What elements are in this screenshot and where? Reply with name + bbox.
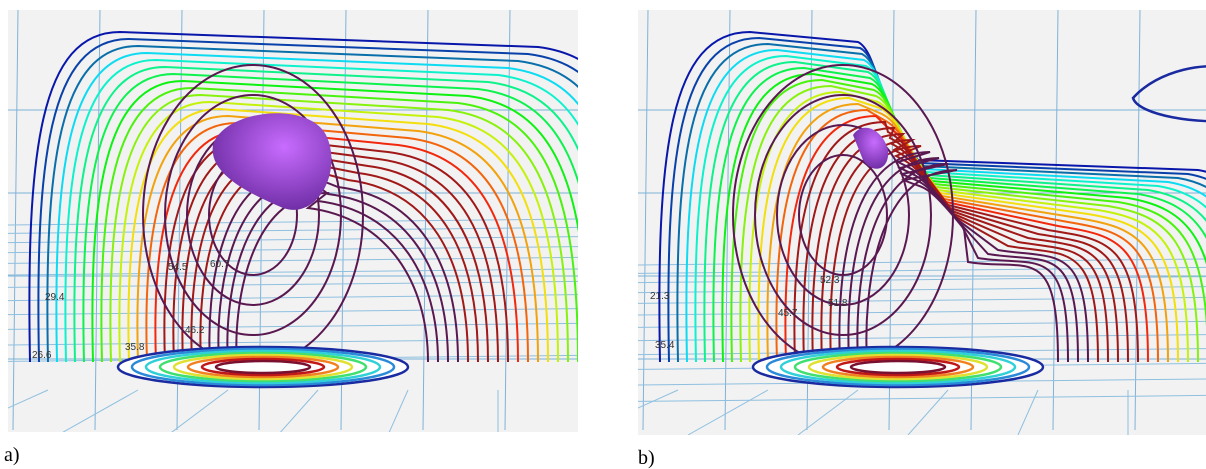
contour-ring bbox=[144, 349, 382, 385]
contour-line bbox=[856, 163, 1069, 363]
contour-ring bbox=[849, 359, 947, 375]
contour-label: 29.4 bbox=[45, 292, 65, 303]
contour-line bbox=[64, 58, 578, 363]
grid-line bbox=[8, 226, 578, 234]
contour-ring bbox=[158, 351, 368, 383]
iso-surface bbox=[212, 113, 332, 210]
panel-label: b) bbox=[638, 447, 655, 469]
contour-line bbox=[730, 78, 1206, 363]
contour-ring bbox=[172, 353, 354, 381]
contour-label: 35.8 bbox=[125, 342, 145, 353]
contour-line bbox=[775, 108, 1159, 363]
grid-line bbox=[687, 389, 769, 435]
grid-line bbox=[638, 320, 1206, 328]
grid-line bbox=[171, 389, 229, 432]
contour-ring bbox=[214, 359, 312, 375]
contour-ring bbox=[835, 357, 961, 377]
contour-loop bbox=[1131, 65, 1206, 123]
contour-ring bbox=[765, 347, 1031, 387]
grid-line bbox=[638, 334, 1206, 342]
contour-line bbox=[28, 30, 578, 363]
contour-line bbox=[766, 102, 1169, 363]
contour-ring bbox=[821, 355, 975, 379]
contour-ring bbox=[793, 351, 1003, 383]
grid-line bbox=[12, 10, 19, 431]
contour-line bbox=[73, 65, 578, 363]
contour-line bbox=[136, 114, 539, 363]
contour-label: 21.3 bbox=[650, 291, 670, 302]
grid-line bbox=[62, 389, 139, 432]
grid-line bbox=[279, 389, 319, 432]
contour-label: 46.2 bbox=[185, 325, 205, 336]
contour-ring bbox=[130, 347, 396, 387]
contour-line bbox=[82, 72, 578, 363]
grid-line bbox=[8, 280, 578, 288]
contour-loop bbox=[164, 94, 342, 336]
grid-line bbox=[8, 389, 49, 409]
panel-a bbox=[8, 10, 608, 435]
grid-line bbox=[797, 389, 859, 435]
grid-line bbox=[638, 308, 1206, 316]
grid-line bbox=[388, 389, 409, 432]
contour-label: 26.6 bbox=[32, 350, 52, 361]
contour-label: 51.8 bbox=[828, 298, 848, 309]
contour-label: 35.4 bbox=[655, 340, 675, 351]
contour-loop bbox=[754, 94, 932, 336]
grid-line bbox=[724, 10, 731, 431]
grid-line bbox=[638, 389, 679, 409]
grid-line bbox=[638, 394, 1206, 402]
panel-b bbox=[638, 10, 1206, 435]
contour-label: 54.5 bbox=[168, 262, 188, 273]
contour-label: 60.7 bbox=[210, 259, 230, 270]
grid-line bbox=[638, 286, 1206, 294]
contour-line bbox=[820, 138, 1109, 363]
grid-line bbox=[8, 322, 578, 330]
grid-line bbox=[642, 10, 649, 431]
contour-line bbox=[802, 126, 1129, 363]
grid-line bbox=[638, 276, 1206, 284]
contour-line bbox=[784, 114, 1149, 363]
contour-line bbox=[757, 96, 1179, 363]
contour-line bbox=[100, 86, 578, 363]
grid-line bbox=[8, 308, 578, 316]
contour-loop bbox=[798, 154, 888, 276]
contour-line bbox=[91, 79, 578, 363]
grid-line bbox=[587, 10, 592, 430]
contour-label: 52.3 bbox=[820, 275, 840, 286]
contour-line bbox=[37, 37, 578, 363]
grid-line bbox=[588, 390, 608, 435]
panel-label: a) bbox=[4, 444, 20, 466]
contour-ring bbox=[186, 355, 340, 379]
contour-line bbox=[739, 84, 1199, 363]
contour-ring bbox=[200, 357, 326, 377]
contour-ring bbox=[779, 349, 1017, 385]
contour-label: 45.7 bbox=[778, 308, 798, 319]
iso-surface bbox=[853, 127, 889, 169]
contour-line bbox=[46, 44, 578, 363]
contour-loop bbox=[776, 124, 910, 306]
contour-line bbox=[127, 107, 549, 363]
grid-line bbox=[1017, 389, 1039, 435]
contour-line bbox=[118, 100, 559, 363]
contour-line bbox=[55, 51, 578, 363]
grid-line bbox=[8, 338, 578, 346]
grid-line bbox=[907, 389, 949, 435]
contour-ring bbox=[807, 353, 989, 381]
